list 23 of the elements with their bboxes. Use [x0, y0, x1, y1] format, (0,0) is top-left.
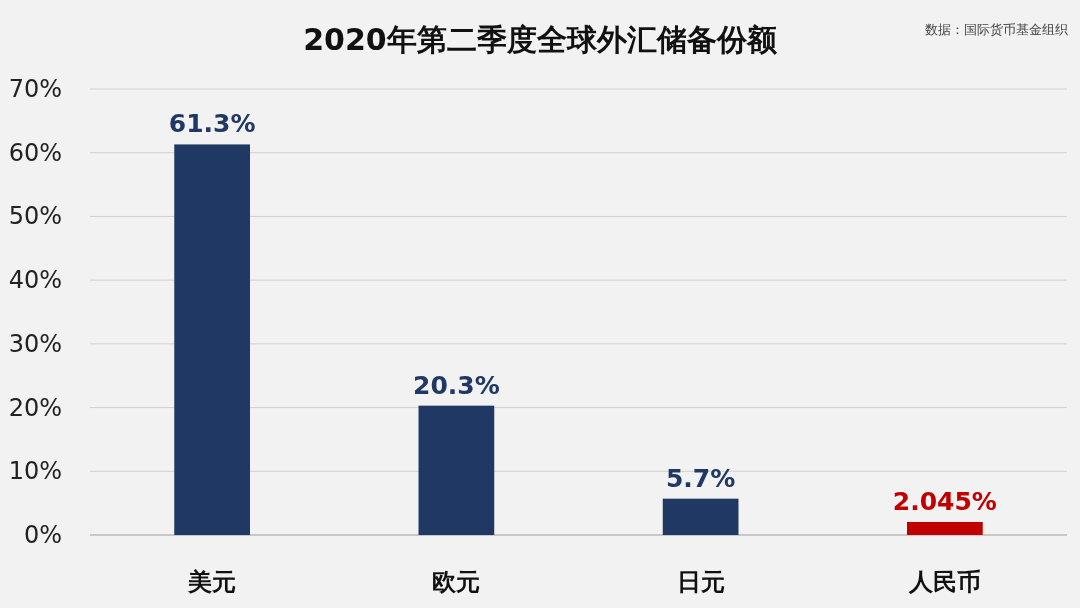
- x-tick-label: 人民币: [907, 568, 981, 596]
- x-tick-label: 美元: [187, 568, 237, 596]
- y-tick-label: 0%: [23, 521, 62, 549]
- y-tick-label: 40%: [8, 266, 62, 295]
- data-label: 5.7%: [665, 463, 736, 493]
- bar: [418, 405, 495, 535]
- y-tick-label: 60%: [8, 138, 62, 167]
- data-label: 20.3%: [413, 370, 500, 400]
- y-tick-label: 10%: [8, 457, 62, 486]
- text: 数据：国际货币基金组织: [925, 22, 1068, 37]
- data-label: 2.045%: [892, 486, 997, 516]
- chart-title: 2020年第二季度全球外汇储备份额: [303, 22, 777, 57]
- x-tick-label: 日元: [676, 568, 725, 596]
- y-tick-label: 70%: [8, 75, 62, 103]
- y-tick-label: 20%: [8, 393, 62, 422]
- bar: 2.045%: [892, 486, 997, 535]
- x-tick-label: 欧元: [432, 568, 481, 596]
- bar: [907, 521, 983, 535]
- y-tick-label: 30%: [8, 329, 62, 358]
- bar: [662, 498, 739, 535]
- bar: [174, 144, 250, 535]
- y-tick-label: 50%: [8, 202, 62, 231]
- data-label: 61.3%: [168, 109, 256, 139]
